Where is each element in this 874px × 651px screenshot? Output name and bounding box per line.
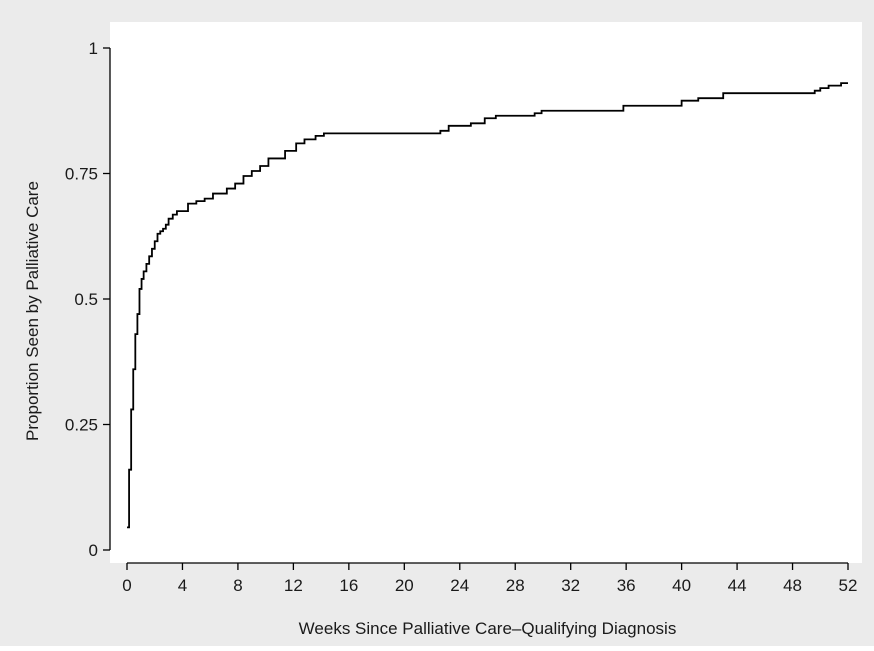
y-tick-label: 0 xyxy=(89,541,98,560)
x-tick-label: 48 xyxy=(783,576,802,595)
x-axis-title: Weeks Since Palliative Care–Qualifying D… xyxy=(299,619,677,638)
x-tick-label: 36 xyxy=(617,576,636,595)
x-tick-label: 4 xyxy=(178,576,187,595)
y-tick-label: 0.25 xyxy=(65,416,98,435)
x-tick-label: 32 xyxy=(561,576,580,595)
x-tick-label: 52 xyxy=(839,576,858,595)
plot-area xyxy=(110,22,862,563)
y-tick-label: 1 xyxy=(89,39,98,58)
y-axis-title: Proportion Seen by Palliative Care xyxy=(23,181,42,441)
series-line-0 xyxy=(127,82,848,529)
x-tick-label: 28 xyxy=(506,576,525,595)
x-tick-label: 8 xyxy=(233,576,242,595)
x-tick-label: 20 xyxy=(395,576,414,595)
x-tick-label: 44 xyxy=(728,576,747,595)
series-layer xyxy=(127,82,848,529)
x-tick-label: 24 xyxy=(450,576,469,595)
x-tick-label: 16 xyxy=(339,576,358,595)
y-tick-label: 0.5 xyxy=(74,290,98,309)
x-tick-label: 40 xyxy=(672,576,691,595)
x-tick-label: 12 xyxy=(284,576,303,595)
y-tick-label: 0.75 xyxy=(65,165,98,184)
x-tick-label: 0 xyxy=(122,576,131,595)
